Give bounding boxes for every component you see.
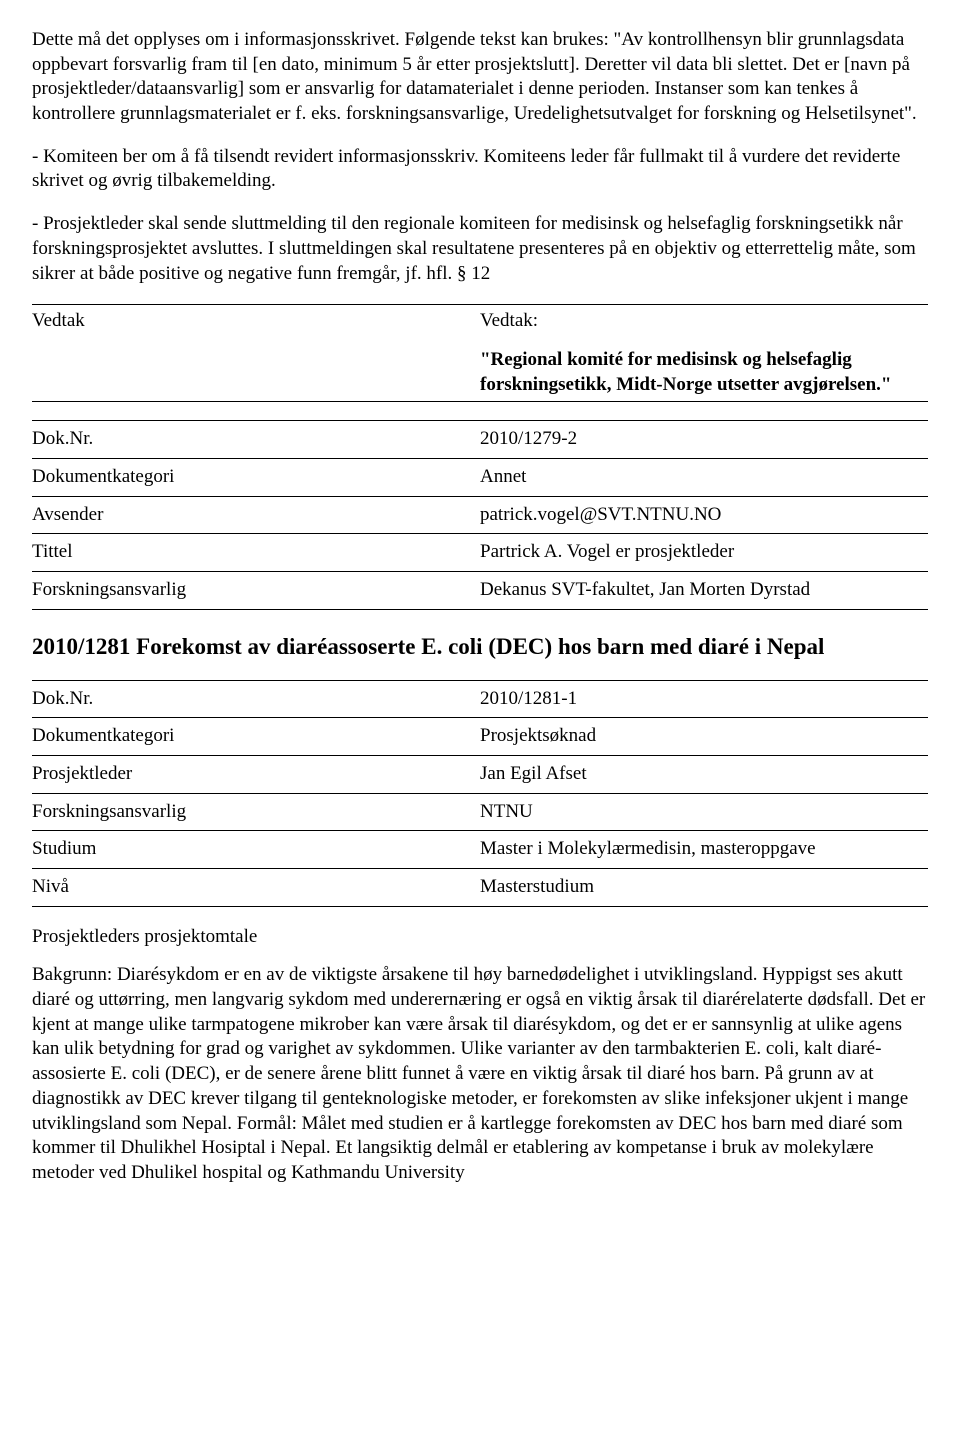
meta-value: Partrick A. Vogel er prosjektleder (480, 534, 928, 572)
body-paragraph: - Komiteen ber om å få tilsendt revidert… (32, 145, 928, 194)
meta-value: patrick.vogel@SVT.NTNU.NO (480, 496, 928, 534)
meta-value: Master i Molekylærmedisin, masteroppgave (480, 831, 928, 869)
meta-key: Dok.Nr. (32, 680, 480, 718)
meta-key: Prosjektleder (32, 755, 480, 793)
metadata-table-2: Dok.Nr.2010/1281-1DokumentkategoriProsje… (32, 680, 928, 907)
table-row: NivåMasterstudium (32, 869, 928, 907)
table-row: DokumentkategoriProsjektsøknad (32, 718, 928, 756)
vedtak-right-label: Vedtak: (480, 309, 928, 334)
meta-key: Forskningsansvarlig (32, 793, 480, 831)
body-paragraph: - Prosjektleder skal sende sluttmelding … (32, 212, 928, 286)
table-row: TittelPartrick A. Vogel er prosjektleder (32, 534, 928, 572)
subheading: Prosjektleders prosjektomtale (32, 925, 928, 950)
vedtak-row: Vedtak Vedtak: "Regional komité for medi… (32, 304, 928, 402)
meta-value: Dekanus SVT-fakultet, Jan Morten Dyrstad (480, 572, 928, 610)
meta-key: Dokumentkategori (32, 458, 480, 496)
table-row: Dok.Nr.2010/1281-1 (32, 680, 928, 718)
body-paragraph: Dette må det opplyses om i informasjonss… (32, 28, 928, 127)
meta-value: Masterstudium (480, 869, 928, 907)
meta-value: 2010/1281-1 (480, 680, 928, 718)
meta-key: Forskningsansvarlig (32, 572, 480, 610)
metadata-table-1: Dok.Nr.2010/1279-2DokumentkategoriAnnetA… (32, 420, 928, 609)
table-row: DokumentkategoriAnnet (32, 458, 928, 496)
meta-value: Jan Egil Afset (480, 755, 928, 793)
meta-key: Studium (32, 831, 480, 869)
meta-key: Dok.Nr. (32, 421, 480, 459)
meta-value: Annet (480, 458, 928, 496)
meta-key: Tittel (32, 534, 480, 572)
section-heading: 2010/1281 Forekomst av diaréassoserte E.… (32, 632, 928, 662)
meta-key: Avsender (32, 496, 480, 534)
table-row: ForskningsansvarligDekanus SVT-fakultet,… (32, 572, 928, 610)
table-row: ForskningsansvarligNTNU (32, 793, 928, 831)
table-row: ProsjektlederJan Egil Afset (32, 755, 928, 793)
vedtak-quote: "Regional komité for medisinsk og helsef… (480, 348, 928, 397)
body-paragraph: Bakgrunn: Diarésykdom er en av de viktig… (32, 963, 928, 1185)
meta-value: Prosjektsøknad (480, 718, 928, 756)
table-row: Dok.Nr.2010/1279-2 (32, 421, 928, 459)
meta-key: Dokumentkategori (32, 718, 480, 756)
meta-value: 2010/1279-2 (480, 421, 928, 459)
meta-key: Nivå (32, 869, 480, 907)
table-row: Avsenderpatrick.vogel@SVT.NTNU.NO (32, 496, 928, 534)
table-row: StudiumMaster i Molekylærmedisin, master… (32, 831, 928, 869)
meta-value: NTNU (480, 793, 928, 831)
vedtak-left-label: Vedtak (32, 309, 480, 397)
